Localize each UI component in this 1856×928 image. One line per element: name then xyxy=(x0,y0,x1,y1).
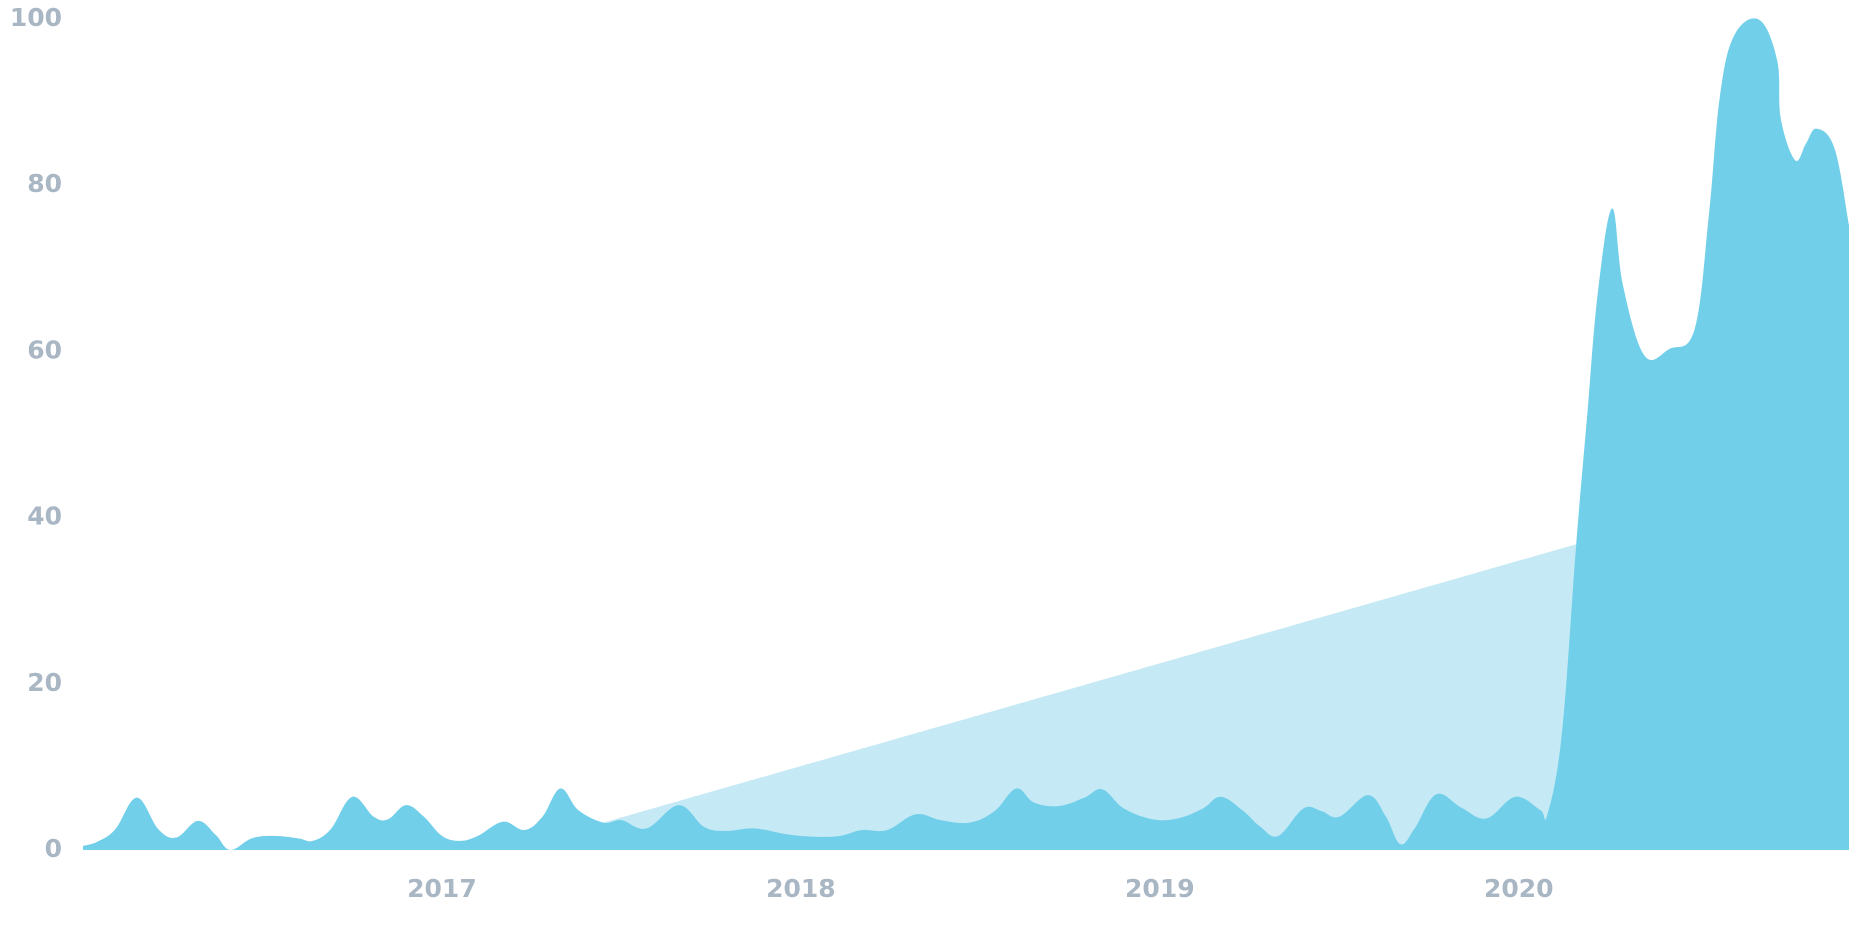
y-tick-label: 40 xyxy=(27,502,62,531)
y-tick-label: 0 xyxy=(45,834,62,863)
x-tick-label: 2020 xyxy=(1484,874,1554,903)
area xyxy=(83,18,1849,851)
x-tick-label: 2019 xyxy=(1125,874,1195,903)
y-tick-label: 20 xyxy=(27,668,62,697)
area xyxy=(603,544,1577,850)
y-tick-label: 60 xyxy=(27,335,62,364)
x-tick-label: 2017 xyxy=(407,874,477,903)
y-tick-label: 80 xyxy=(27,169,62,198)
x-tick-label: 2018 xyxy=(766,874,836,903)
y-tick-label: 100 xyxy=(10,3,62,32)
